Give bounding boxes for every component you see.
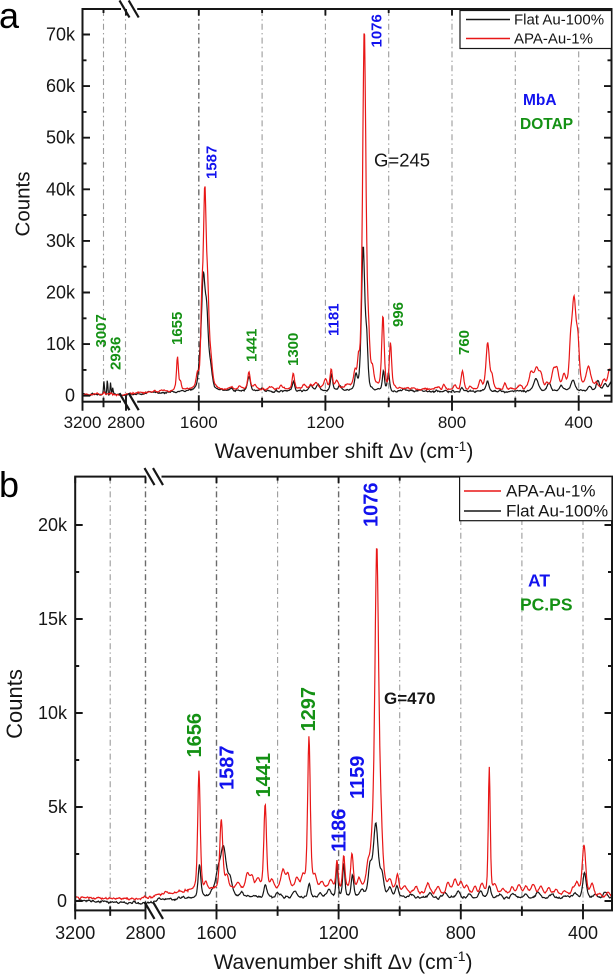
svg-text:996: 996 (390, 302, 407, 327)
svg-text:40k: 40k (46, 179, 76, 199)
svg-text:1186: 1186 (329, 809, 351, 852)
svg-text:AT: AT (528, 571, 550, 591)
svg-text:1587: 1587 (203, 146, 220, 179)
svg-text:1441: 1441 (243, 329, 260, 362)
svg-text:0: 0 (65, 386, 75, 406)
svg-text:5k: 5k (48, 797, 68, 817)
svg-text:Wavenumber shift Δν (cm-1): Wavenumber shift Δν (cm-1) (213, 948, 472, 974)
svg-text:Counts: Counts (2, 669, 27, 739)
svg-text:30k: 30k (46, 231, 76, 251)
svg-text:10k: 10k (38, 703, 68, 723)
svg-text:2936: 2936 (107, 337, 124, 370)
svg-text:APA-Au-1%: APA-Au-1% (514, 31, 593, 48)
svg-text:1200: 1200 (319, 923, 359, 943)
svg-text:Flat Au-100%: Flat Au-100% (514, 12, 604, 29)
svg-text:20k: 20k (38, 515, 68, 535)
svg-text:1587: 1587 (217, 746, 239, 791)
svg-text:1300: 1300 (285, 333, 302, 366)
svg-text:3200: 3200 (55, 923, 95, 943)
svg-text:2800: 2800 (125, 923, 165, 943)
svg-text:1076: 1076 (361, 483, 383, 528)
svg-text:0: 0 (57, 891, 67, 911)
svg-text:20k: 20k (46, 283, 76, 303)
svg-text:PC.PS: PC.PS (520, 595, 573, 615)
svg-text:MbA: MbA (523, 92, 557, 109)
svg-text:2800: 2800 (107, 413, 145, 432)
svg-text:b: b (0, 464, 19, 505)
svg-text:10k: 10k (46, 334, 76, 354)
svg-text:APA-Au-1%: APA-Au-1% (506, 482, 595, 501)
svg-text:60k: 60k (46, 76, 76, 96)
svg-text:1600: 1600 (180, 413, 218, 432)
svg-text:3200: 3200 (64, 413, 102, 432)
svg-text:G=245: G=245 (374, 150, 430, 171)
svg-text:a: a (0, 0, 20, 36)
svg-text:G=470: G=470 (384, 689, 436, 708)
svg-text:400: 400 (565, 413, 593, 432)
svg-text:DOTAP: DOTAP (520, 116, 573, 133)
svg-text:1159: 1159 (347, 756, 369, 799)
svg-text:1600: 1600 (196, 923, 236, 943)
svg-text:800: 800 (446, 923, 476, 943)
svg-text:800: 800 (438, 413, 466, 432)
svg-text:15k: 15k (38, 609, 68, 629)
svg-text:1441: 1441 (253, 753, 275, 798)
svg-text:760: 760 (456, 330, 473, 355)
svg-text:400: 400 (568, 923, 598, 943)
svg-text:50k: 50k (46, 128, 76, 148)
svg-text:1655: 1655 (169, 312, 186, 345)
svg-text:70k: 70k (46, 25, 76, 45)
svg-text:Wavenumber shift Δν (cm-1): Wavenumber shift Δν (cm-1) (215, 439, 474, 463)
svg-text:1181: 1181 (325, 303, 342, 336)
svg-text:Flat Au-100%: Flat Au-100% (506, 502, 608, 521)
svg-text:1200: 1200 (306, 413, 344, 432)
svg-text:1656: 1656 (184, 713, 206, 758)
svg-text:Counts: Counts (12, 172, 35, 237)
svg-text:1076: 1076 (368, 14, 385, 47)
svg-text:3007: 3007 (93, 314, 110, 347)
svg-text:1297: 1297 (298, 687, 320, 732)
